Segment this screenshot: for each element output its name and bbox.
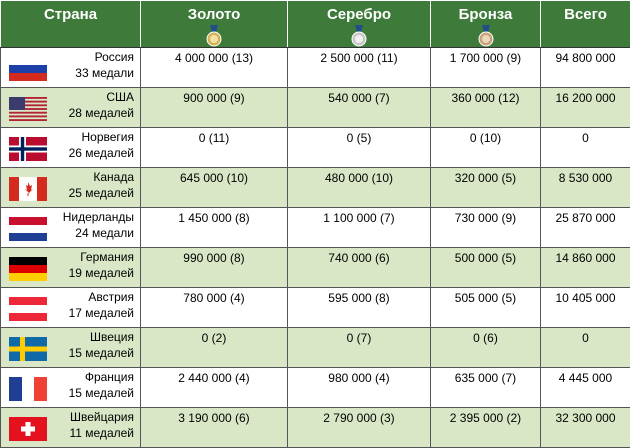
total-cell: 14 860 000 bbox=[541, 248, 630, 288]
medal-icon bbox=[476, 25, 496, 47]
flag bbox=[9, 57, 47, 81]
flag bbox=[9, 377, 47, 401]
bronze-cell: 730 000 (9) bbox=[431, 208, 541, 248]
gold-cell: 0 (2) bbox=[141, 328, 288, 368]
bronze-cell: 635 000 (7) bbox=[431, 368, 541, 408]
gold-cell: 780 000 (4) bbox=[141, 288, 288, 328]
bronze-cell: 0 (6) bbox=[431, 328, 541, 368]
column-title: Бронза bbox=[431, 1, 540, 23]
bronze-cell: 320 000 (5) bbox=[431, 168, 541, 208]
column-title: Серебро bbox=[288, 1, 430, 23]
bronze-cell: 0 (10) bbox=[431, 128, 541, 168]
gold-cell: 645 000 (10) bbox=[141, 168, 288, 208]
silver-cell: 2 790 000 (3) bbox=[288, 408, 431, 448]
flag bbox=[9, 297, 47, 321]
flag bbox=[9, 257, 47, 281]
silver-cell: 595 000 (8) bbox=[288, 288, 431, 328]
column-title: Всего bbox=[541, 1, 630, 23]
bronze-cell: 2 395 000 (2) bbox=[431, 408, 541, 448]
gold-cell: 0 (11) bbox=[141, 128, 288, 168]
gold-cell: 3 190 000 (6) bbox=[141, 408, 288, 448]
silver-cell: 740 000 (6) bbox=[288, 248, 431, 288]
flag bbox=[9, 337, 47, 361]
column-title: Страна bbox=[1, 1, 140, 23]
column-title: Золото bbox=[141, 1, 287, 23]
medal-icon bbox=[204, 25, 224, 47]
total-cell: 4 445 000 bbox=[541, 368, 630, 408]
column-header: Всего bbox=[541, 1, 630, 48]
total-cell: 0 bbox=[541, 328, 630, 368]
total-cell: 94 800 000 bbox=[541, 48, 630, 88]
gold-cell: 1 450 000 (8) bbox=[141, 208, 288, 248]
bronze-cell: 360 000 (12) bbox=[431, 88, 541, 128]
bronze-cell: 1 700 000 (9) bbox=[431, 48, 541, 88]
page: {"table": { "columns": ["Страна", "Золот… bbox=[0, 0, 630, 410]
gold-cell: 990 000 (8) bbox=[141, 248, 288, 288]
flag bbox=[9, 217, 47, 241]
total-cell: 8 530 000 bbox=[541, 168, 630, 208]
bronze-cell: 505 000 (5) bbox=[431, 288, 541, 328]
column-header: Серебро bbox=[288, 1, 431, 48]
medal-icon bbox=[349, 25, 369, 47]
gold-cell: 2 440 000 (4) bbox=[141, 368, 288, 408]
silver-cell: 0 (5) bbox=[288, 128, 431, 168]
silver-cell: 980 000 (4) bbox=[288, 368, 431, 408]
silver-cell: 540 000 (7) bbox=[288, 88, 431, 128]
total-cell: 10 405 000 bbox=[541, 288, 630, 328]
silver-cell: 480 000 (10) bbox=[288, 168, 431, 208]
gold-cell: 900 000 (9) bbox=[141, 88, 288, 128]
column-header: Страна bbox=[1, 1, 141, 48]
silver-cell: 0 (7) bbox=[288, 328, 431, 368]
flag bbox=[9, 97, 47, 121]
gold-cell: 4 000 000 (13) bbox=[141, 48, 288, 88]
silver-cell: 1 100 000 (7) bbox=[288, 208, 431, 248]
total-cell: 25 870 000 bbox=[541, 208, 630, 248]
column-header: Бронза bbox=[431, 1, 541, 48]
total-cell: 0 bbox=[541, 128, 630, 168]
flag bbox=[9, 177, 47, 201]
bronze-cell: 500 000 (5) bbox=[431, 248, 541, 288]
flag bbox=[9, 137, 47, 161]
flag bbox=[9, 417, 47, 441]
silver-cell: 2 500 000 (11) bbox=[288, 48, 431, 88]
total-cell: 16 200 000 bbox=[541, 88, 630, 128]
column-header: Золото bbox=[141, 1, 288, 48]
total-cell: 32 300 000 bbox=[541, 408, 630, 448]
